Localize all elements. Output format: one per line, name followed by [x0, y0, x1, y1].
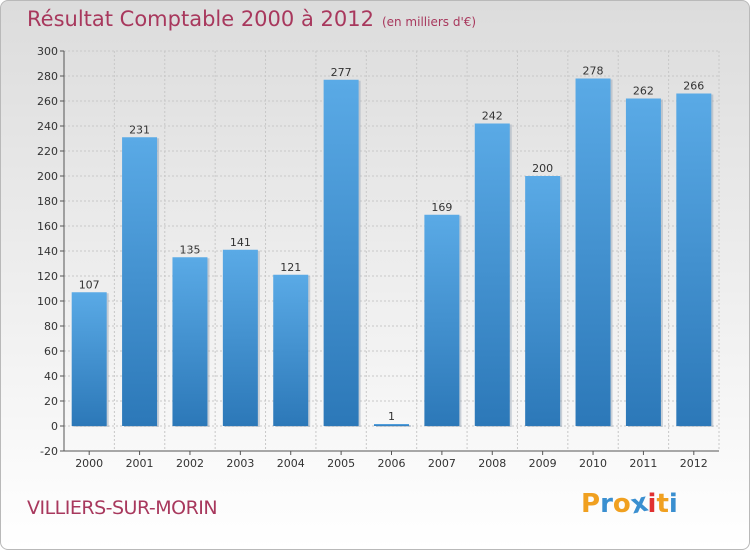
logo-letter: i: [647, 489, 657, 519]
value-label-2010: 278: [583, 65, 604, 78]
bar-2000: [71, 292, 107, 426]
bar-2005: [323, 79, 359, 426]
commune-name: VILLIERS-SUR-MORIN: [27, 497, 218, 519]
value-label-2002: 135: [179, 243, 200, 256]
bar-2006: [374, 424, 409, 426]
logo-letter: i: [668, 489, 678, 519]
bar-2003: [222, 249, 258, 426]
x-tick-label-2008: 2008: [478, 457, 506, 470]
x-tick-label-2000: 2000: [75, 457, 103, 470]
x-tick-label-2009: 2009: [529, 457, 557, 470]
y-tick-label: 280: [37, 70, 58, 83]
bar-2012: [676, 93, 712, 426]
x-tick-label-2003: 2003: [226, 457, 254, 470]
x-tick-label-2002: 2002: [176, 457, 204, 470]
bar-2007: [424, 214, 460, 426]
y-tick-label: 40: [44, 370, 58, 383]
y-tick-label: 300: [37, 45, 58, 58]
value-label-2009: 200: [532, 162, 553, 175]
x-tick-label-2010: 2010: [579, 457, 607, 470]
data-labels: 107 231 135 141 121 277 1 169 242 200 278 262 266: [79, 65, 705, 424]
bar-2008: [474, 123, 510, 426]
y-tick-label: 20: [44, 395, 58, 408]
y-tick-label: 160: [37, 220, 58, 233]
axes: -20 0 20 40 60 80 100 120 140 160 180 200 220 240 260 2…: [37, 45, 719, 470]
value-label-2004: 121: [280, 261, 301, 274]
y-tick-label: 200: [37, 170, 58, 183]
logo-letter: o: [612, 489, 631, 519]
value-label-2000: 107: [79, 278, 100, 291]
value-label-2011: 262: [633, 85, 654, 98]
x-tick-label-2007: 2007: [428, 457, 456, 470]
logo-letter: t: [656, 489, 669, 519]
y-tick-label: 220: [37, 145, 58, 158]
y-tick-label: 260: [37, 95, 58, 108]
bar-2009: [525, 176, 561, 426]
y-tick-label: 80: [44, 320, 58, 333]
x-tick-label-2005: 2005: [327, 457, 355, 470]
bar-2002: [172, 257, 208, 426]
x-tick-label-2001: 2001: [126, 457, 154, 470]
value-label-2006: 1: [388, 410, 395, 423]
x-tick-label-2012: 2012: [680, 457, 708, 470]
value-label-2005: 277: [331, 66, 352, 79]
proxiti-logo: Proxiti: [581, 488, 678, 521]
y-tick-label: 180: [37, 195, 58, 208]
value-label-2012: 266: [683, 80, 704, 93]
y-tick-label: 60: [44, 345, 58, 358]
y-tick-label: -20: [40, 445, 58, 458]
bar-2010: [575, 78, 611, 426]
value-label-2001: 231: [129, 123, 150, 136]
value-label-2007: 169: [431, 201, 452, 214]
bar-2001: [122, 137, 158, 426]
x-tick-label-2004: 2004: [277, 457, 305, 470]
y-tick-label: 0: [51, 420, 58, 433]
logo-letter: r: [600, 489, 613, 519]
logo-letter: P: [581, 489, 601, 519]
y-tick-label: 100: [37, 295, 58, 308]
bar-2011: [625, 98, 661, 426]
chart-title: Résultat Comptable 2000 à 2012 (en millie…: [27, 7, 476, 31]
y-tick-label: 240: [37, 120, 58, 133]
value-label-2003: 141: [230, 236, 251, 249]
value-label-2008: 242: [482, 110, 503, 123]
gridlines: [63, 50, 720, 452]
x-tick-label-2011: 2011: [629, 457, 657, 470]
x-tick-label-2006: 2006: [378, 457, 406, 470]
y-tick-label: 140: [37, 245, 58, 258]
y-tick-label: 120: [37, 270, 58, 283]
bars: [71, 78, 714, 427]
chart-subtitle: (en milliers d'€): [381, 15, 477, 29]
bar-2004: [273, 274, 309, 426]
title-text: Résultat Comptable 2000 à 2012: [27, 7, 374, 31]
